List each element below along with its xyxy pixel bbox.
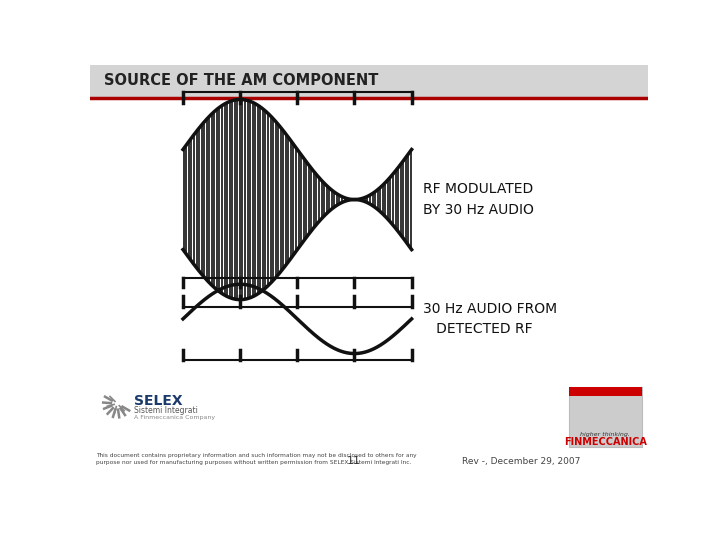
- Text: A Finmeccanica Company: A Finmeccanica Company: [134, 415, 215, 420]
- Text: Rev -, December 29, 2007: Rev -, December 29, 2007: [462, 457, 580, 466]
- FancyBboxPatch shape: [569, 387, 642, 396]
- Text: higher thinking.: higher thinking.: [580, 432, 630, 437]
- Text: SOURCE OF THE AM COMPONENT: SOURCE OF THE AM COMPONENT: [104, 73, 378, 89]
- Text: Sistemi Integrati: Sistemi Integrati: [134, 406, 198, 415]
- FancyBboxPatch shape: [569, 387, 642, 447]
- Text: FINMECCANICA: FINMECCANICA: [564, 437, 647, 447]
- FancyBboxPatch shape: [90, 65, 648, 97]
- Text: 30 Hz AUDIO FROM
   DETECTED RF: 30 Hz AUDIO FROM DETECTED RF: [423, 302, 557, 336]
- Text: RF MODULATED
BY 30 Hz AUDIO: RF MODULATED BY 30 Hz AUDIO: [423, 183, 534, 217]
- Text: SELEX: SELEX: [134, 394, 183, 408]
- Text: This document contains proprietary information and such information may not be d: This document contains proprietary infor…: [96, 453, 417, 465]
- Text: 11: 11: [346, 456, 361, 467]
